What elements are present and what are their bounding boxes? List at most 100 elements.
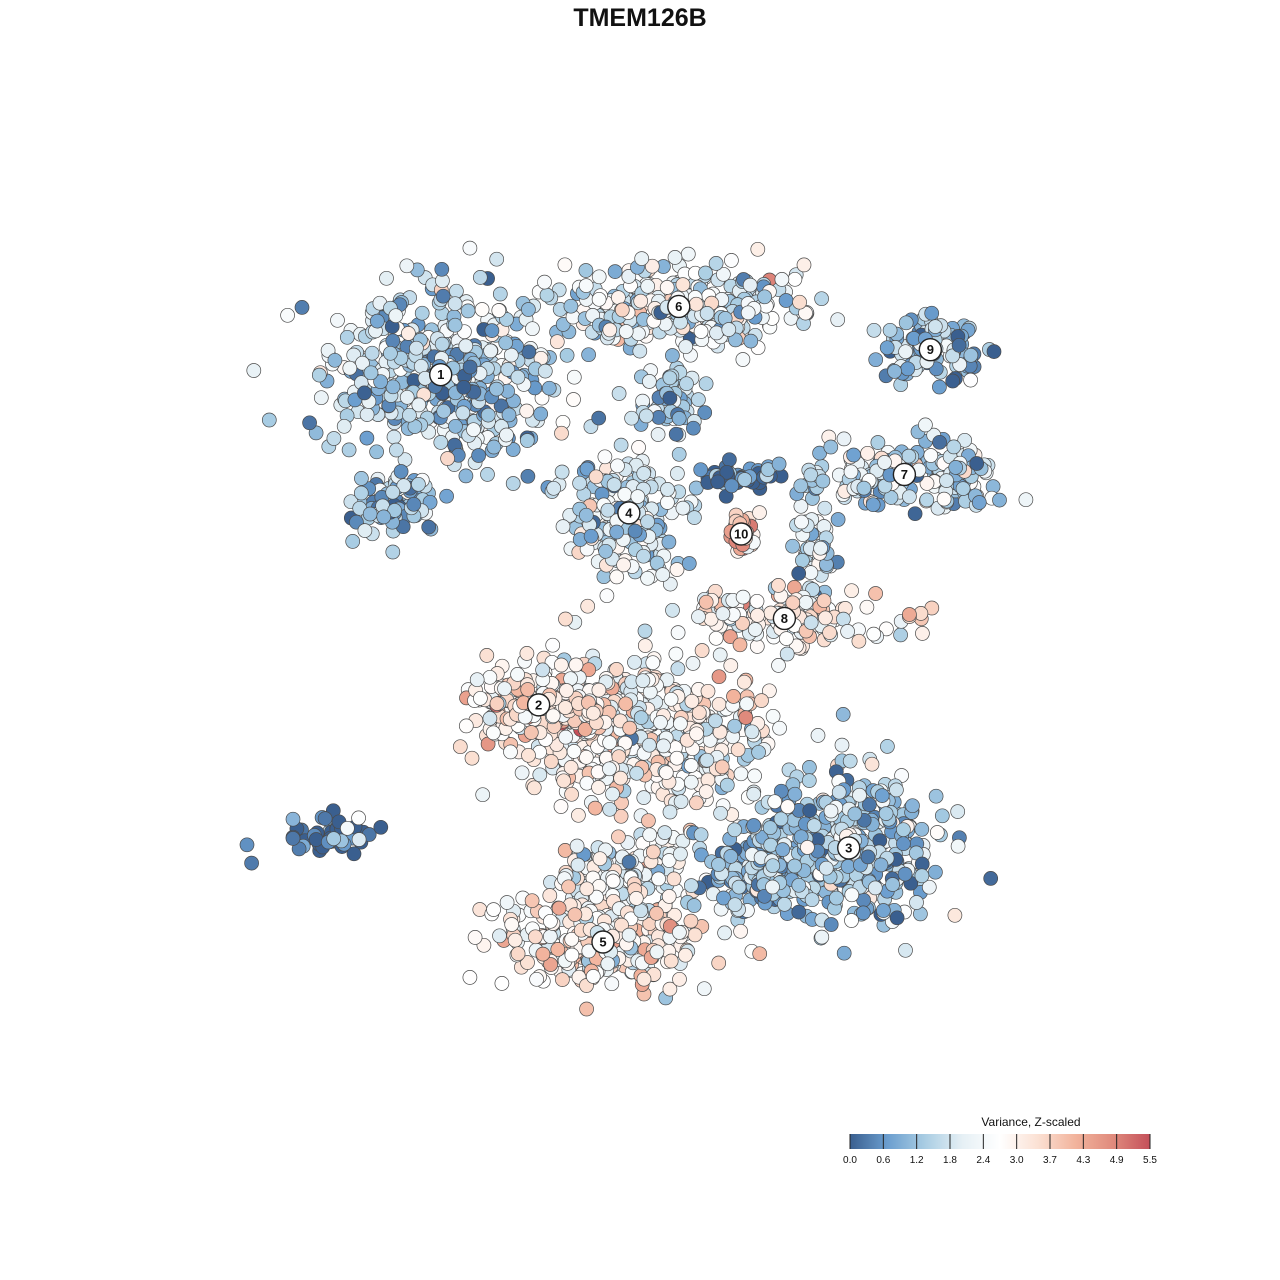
cell-point [771, 456, 787, 472]
cell-point [736, 674, 752, 690]
cell-point [876, 903, 891, 918]
cell-point [803, 615, 819, 630]
cell-point [599, 588, 615, 604]
cell-point [947, 907, 963, 923]
cell-point [969, 456, 985, 471]
cell-point [634, 251, 650, 266]
cell-point [406, 496, 422, 512]
cell-point [713, 805, 728, 821]
cell-point [602, 801, 618, 817]
cell-point [636, 548, 651, 564]
cell-point [683, 878, 699, 893]
cell-point [521, 747, 536, 763]
cell-point [503, 744, 518, 760]
cell-point [537, 363, 553, 379]
cell-point [572, 475, 587, 491]
cell-point [524, 893, 540, 909]
cell-point [414, 305, 430, 321]
cell-point [520, 468, 536, 484]
cell-point [433, 435, 449, 450]
cell-point [743, 333, 759, 349]
cell-point [613, 808, 629, 824]
cell-point [563, 760, 579, 775]
cell-point [567, 907, 583, 922]
cell-point [448, 418, 463, 434]
cell-point [345, 534, 361, 549]
cell-point [678, 339, 694, 355]
cell-point [802, 803, 818, 818]
cell-point [583, 528, 599, 544]
cell-point [340, 820, 355, 836]
cell-point [792, 294, 807, 310]
cell-point [691, 609, 706, 625]
cell-point [733, 766, 749, 782]
cell-point [772, 720, 787, 736]
cell-point [687, 927, 703, 943]
cell-point [700, 683, 716, 699]
cell-point [762, 683, 777, 699]
cell-point [699, 306, 715, 321]
cell-point [711, 955, 727, 971]
cell-point [609, 524, 625, 540]
cell-point [727, 822, 742, 838]
cell-point [359, 407, 375, 422]
legend-tick-label: 0.6 [876, 1155, 890, 1166]
cell-point [507, 932, 523, 948]
cell-point [602, 322, 618, 338]
cell-point [475, 787, 491, 803]
cell-point [870, 435, 886, 450]
cell-point [578, 749, 594, 765]
cell-point [898, 344, 913, 360]
cell-point [449, 283, 464, 299]
cell-point [635, 673, 651, 689]
cell-point [868, 352, 884, 368]
cluster-label-3: 3 [837, 836, 861, 860]
cell-point [621, 854, 637, 870]
cell-point [804, 892, 820, 908]
cell-point [636, 971, 652, 987]
cell-point [598, 543, 613, 559]
cell-point [651, 410, 667, 425]
cell-point [561, 879, 576, 895]
cell-point [787, 786, 803, 802]
cell-point [814, 929, 830, 945]
cell-point [551, 900, 567, 916]
cell-point [865, 497, 881, 513]
cell-point [618, 324, 634, 339]
cell-point [727, 718, 742, 734]
cell-point [510, 369, 526, 385]
cell-point [555, 317, 571, 332]
cell-point [607, 264, 623, 279]
cell-point [651, 871, 666, 887]
cell-point [842, 753, 858, 769]
cell-point [733, 923, 748, 939]
cell-point [613, 770, 628, 786]
cluster-label-text: 6 [675, 299, 682, 314]
cell-point [711, 669, 727, 685]
cell-point [955, 481, 971, 496]
cell-point [919, 492, 935, 508]
legend-tick-label: 4.9 [1110, 1155, 1124, 1166]
cell-point [683, 913, 699, 929]
cell-point [555, 972, 570, 987]
cell-point [606, 477, 622, 492]
cell-point [699, 752, 715, 768]
cell-point [814, 291, 829, 307]
cell-point [638, 408, 654, 424]
cell-point [787, 271, 803, 287]
cell-point [663, 953, 679, 969]
cell-point [793, 478, 809, 494]
cell-point [693, 462, 709, 478]
cell-point [436, 403, 452, 419]
cell-point [369, 444, 384, 460]
cell-point [880, 739, 895, 754]
cell-point [923, 448, 939, 463]
cluster-label-4: 4 [617, 501, 641, 525]
cell-point [458, 718, 474, 734]
cell-point [434, 261, 450, 277]
cell-point [447, 317, 463, 333]
cell-point [735, 352, 751, 367]
cell-point [546, 480, 562, 496]
cell-point [795, 553, 810, 568]
cell-point [785, 538, 800, 554]
